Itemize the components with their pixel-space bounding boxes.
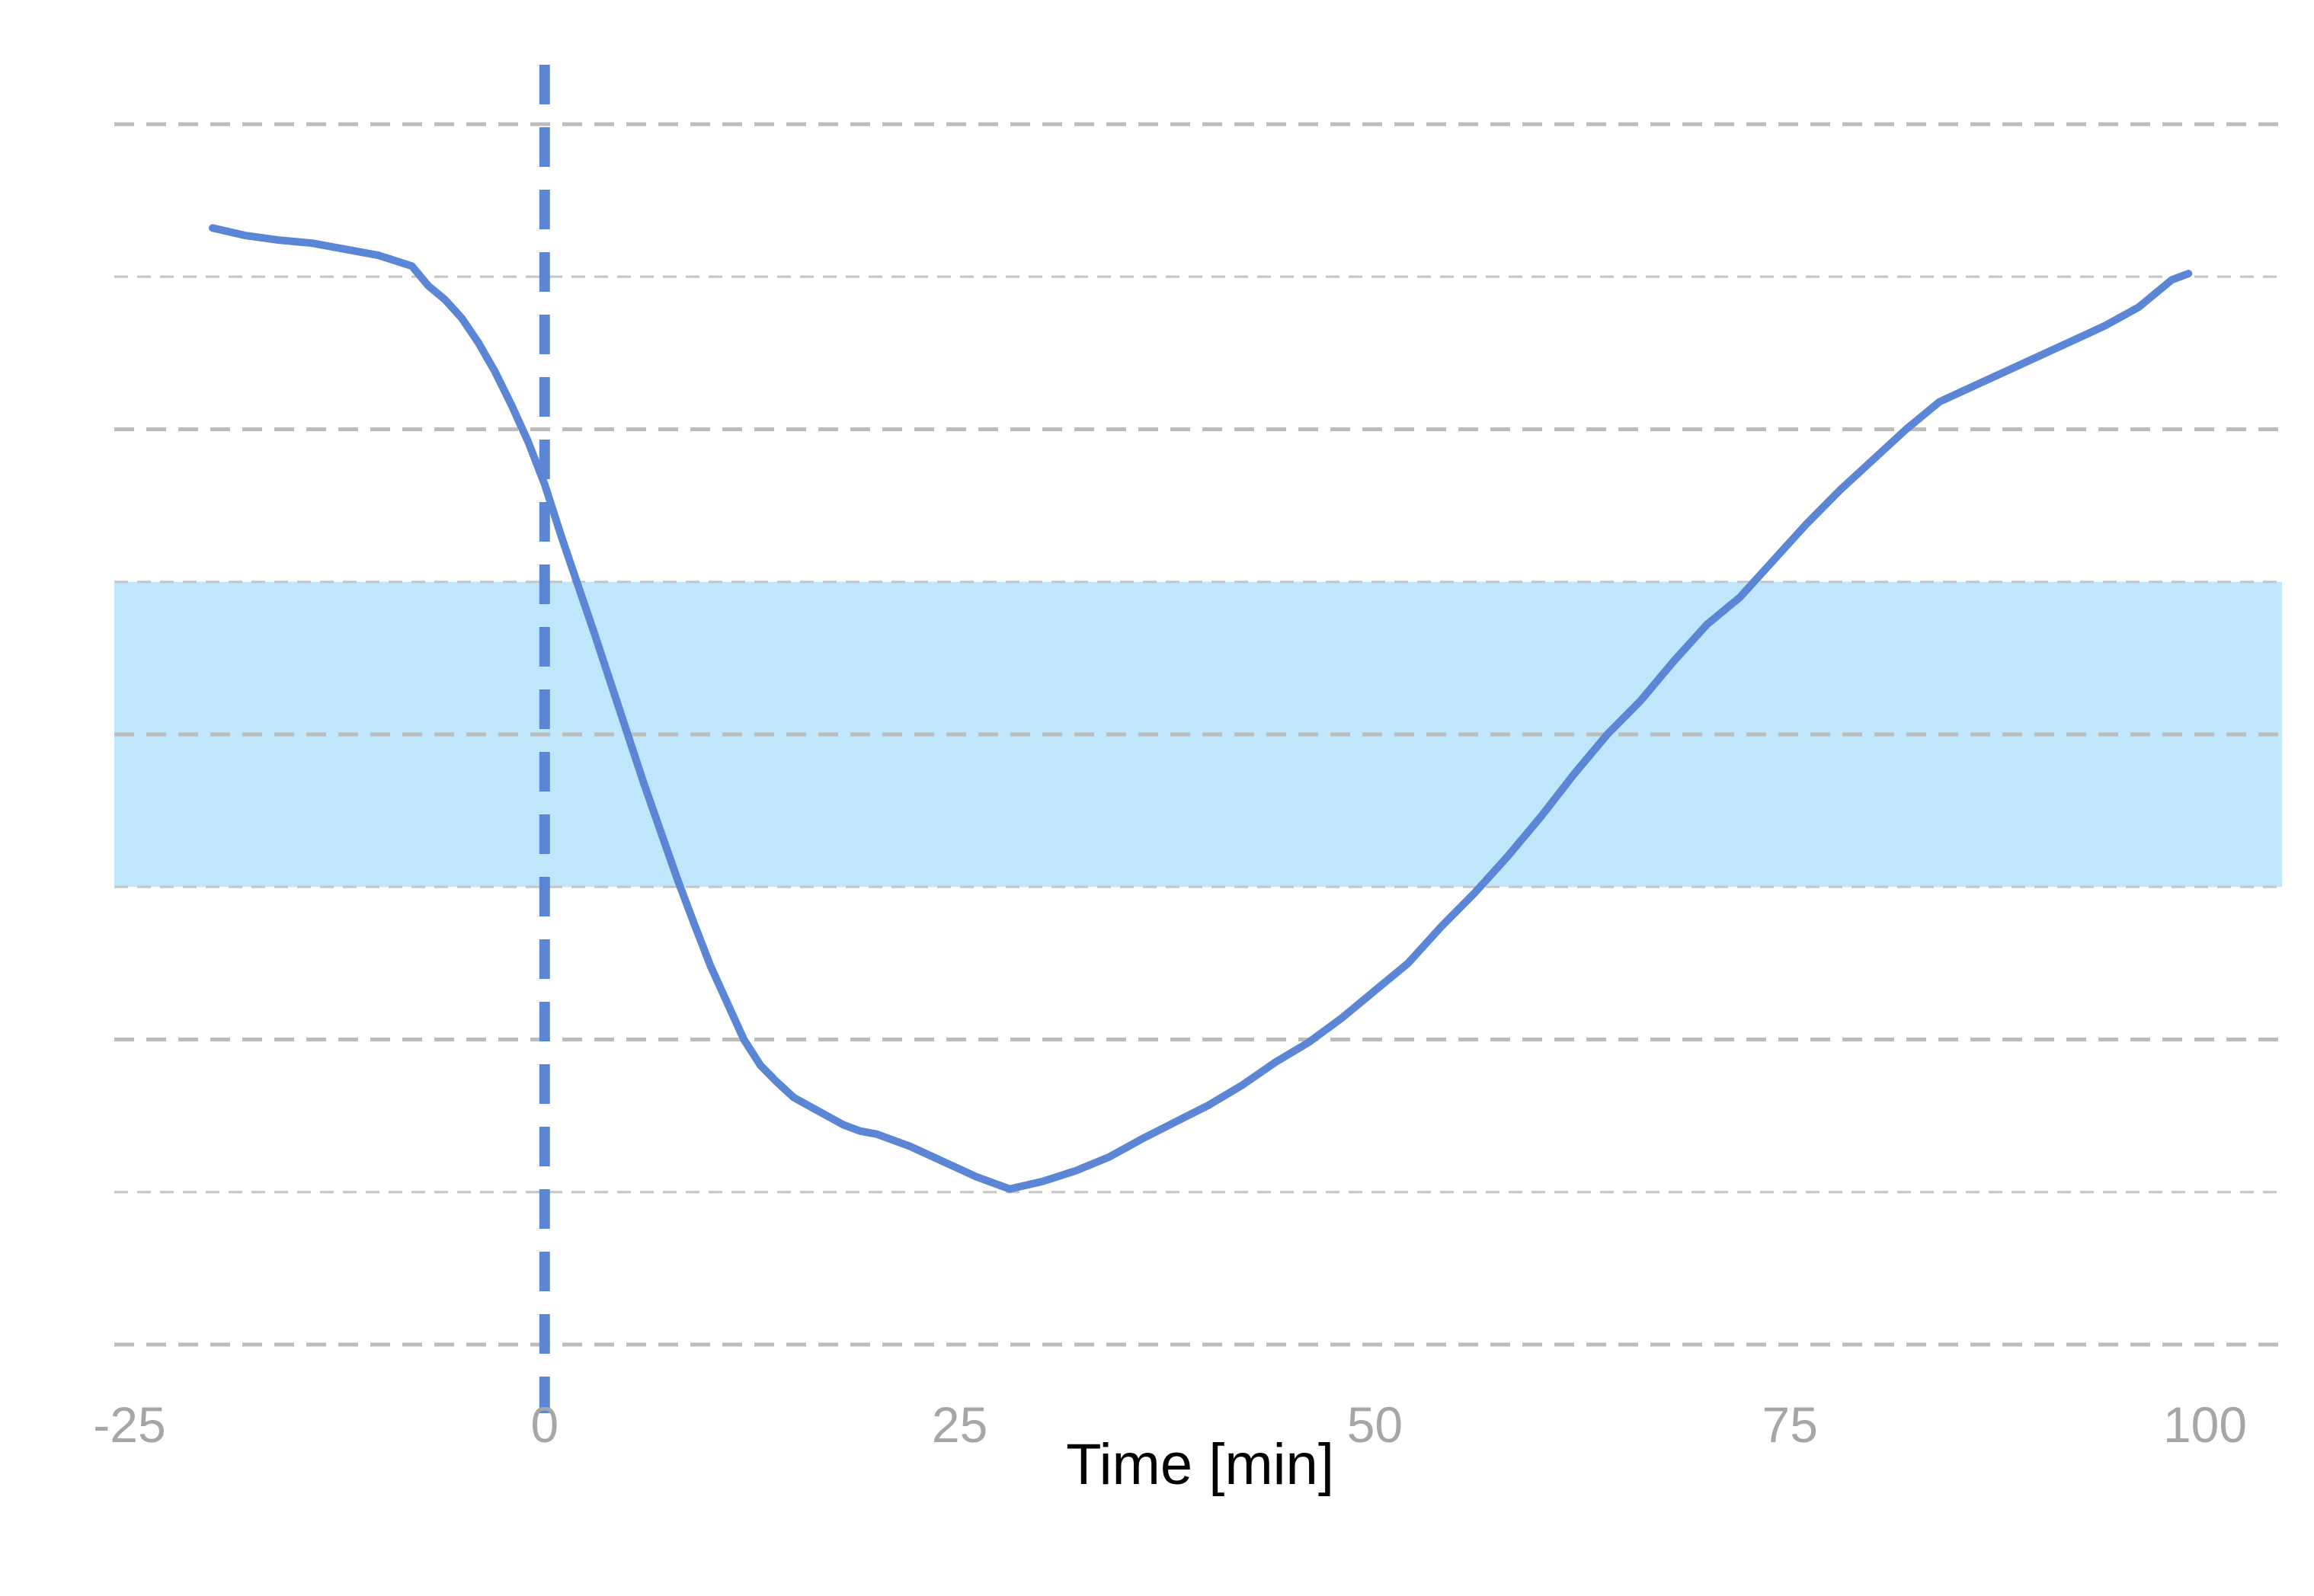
x-tick-label: 75	[1762, 1396, 1817, 1453]
series-layer	[209, 224, 2193, 1193]
x-tick-label: 25	[932, 1396, 987, 1453]
gridlines-layer	[114, 122, 2282, 1347]
x-tick-labels-layer: -25 0 25 50 75 100	[93, 1396, 2247, 1453]
x-tick-label: 0	[530, 1396, 558, 1453]
x-axis-title: Time [min]	[1066, 1432, 1334, 1497]
x-tick-label: 100	[2163, 1396, 2247, 1453]
series-line	[209, 224, 2193, 1193]
x-tick-label: -25	[93, 1396, 165, 1453]
x-tick-label: 50	[1347, 1396, 1403, 1453]
